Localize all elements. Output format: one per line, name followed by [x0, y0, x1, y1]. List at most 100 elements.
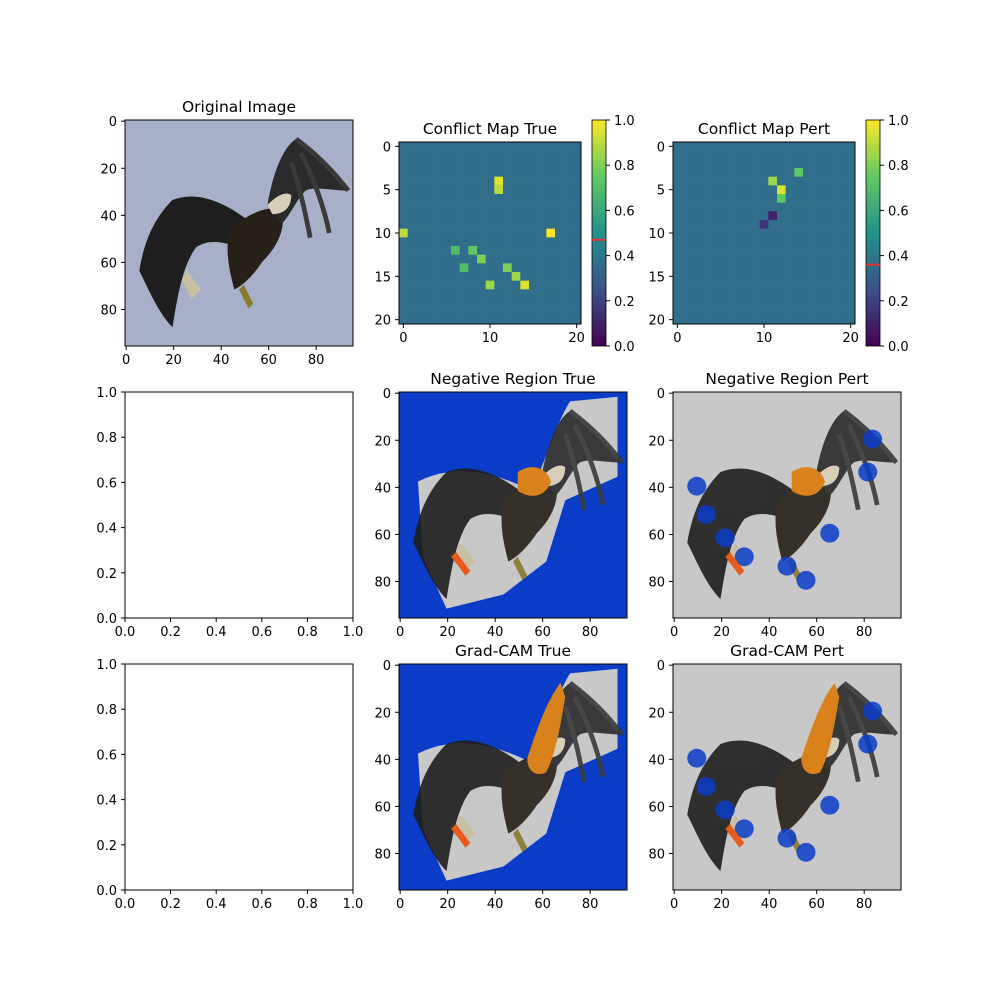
heatmap-cell	[442, 228, 452, 238]
heatmap-cell	[511, 289, 521, 299]
heatmap-cell	[777, 237, 786, 247]
heatmap-cell	[546, 168, 556, 177]
heatmap-cell	[785, 228, 795, 238]
heatmap-cell	[451, 220, 460, 229]
heatmap-cell	[416, 228, 426, 238]
x-tick-label: 20	[568, 331, 585, 346]
heatmap-cell	[468, 306, 478, 316]
heatmap-cell	[468, 194, 478, 203]
heatmap-cell	[751, 142, 760, 151]
x-tick-label: 40	[761, 625, 778, 640]
heatmap-cell	[529, 228, 538, 238]
heatmap-cell	[820, 220, 830, 229]
subplot-title: Conflict Map True	[423, 120, 557, 138]
x-tick-label: 20	[713, 625, 730, 640]
heatmap-cell	[572, 272, 582, 281]
heatmap-cell	[803, 306, 812, 316]
eagle-image	[125, 120, 353, 346]
heatmap-cell	[503, 289, 512, 299]
heatmap-cell	[546, 246, 556, 255]
heatmap-cell	[768, 168, 778, 177]
heatmap-cell	[529, 272, 538, 281]
heatmap-cell	[811, 272, 821, 281]
subplot-7	[398, 663, 628, 891]
heatmap-cell	[803, 220, 812, 229]
heatmap-cell	[725, 194, 734, 203]
heatmap-cell	[699, 246, 708, 255]
heatmap-cell	[699, 289, 708, 299]
heatmap-cell	[416, 306, 426, 316]
heatmap-cell	[829, 185, 838, 195]
heatmap-cell	[503, 280, 512, 290]
x-tick-label: 40	[487, 897, 504, 912]
heatmap-cell	[846, 298, 856, 307]
heatmap-cell	[707, 228, 717, 238]
heatmap-cell	[520, 298, 530, 307]
heatmap-cell	[546, 150, 556, 160]
heatmap-cell	[794, 150, 804, 160]
heatmap-cell	[820, 315, 830, 325]
heatmap-cell	[759, 315, 769, 325]
y-tick-label: 20	[648, 434, 665, 449]
heatmap-cell	[537, 194, 547, 203]
heatmap-cell	[673, 263, 682, 273]
heatmap-cell	[459, 220, 469, 229]
heatmap-cell	[503, 202, 512, 212]
heatmap-cell	[503, 142, 512, 151]
heatmap-cell	[529, 150, 538, 160]
heatmap-cell	[442, 185, 452, 195]
heatmap-cell	[425, 237, 434, 247]
heatmap-cell	[546, 263, 556, 273]
y-tick-label: 60	[374, 800, 391, 815]
heatmap-cell	[829, 168, 838, 177]
axes-frame	[124, 663, 354, 891]
heatmap-cell	[803, 237, 812, 247]
heatmap-cell	[846, 150, 856, 160]
heatmap-cell	[503, 159, 512, 169]
heatmap-cell	[416, 315, 426, 325]
heatmap-cell	[673, 254, 682, 264]
heatmap-cell	[716, 263, 726, 273]
heatmap-cell	[699, 254, 708, 264]
heatmap-cell	[690, 142, 700, 151]
heatmap-cell	[707, 298, 717, 307]
heatmap-cell	[699, 228, 708, 238]
heatmap-cell	[425, 272, 434, 281]
heatmap-cell	[459, 194, 469, 203]
heatmap-cell	[503, 228, 512, 238]
heatmap-cell	[811, 298, 821, 307]
heatmap-cell	[572, 263, 582, 273]
heatmap-cell	[529, 211, 538, 221]
heatmap-cell	[477, 298, 486, 307]
eagle-image	[399, 392, 627, 618]
heatmap-cell	[477, 306, 486, 316]
heatmap-cell	[416, 168, 426, 177]
heatmap-cell	[690, 211, 700, 221]
heatmap-cell	[820, 159, 830, 169]
heatmap-cell	[837, 194, 847, 203]
heatmap-cell	[546, 289, 556, 299]
heatmap-cell	[777, 159, 786, 169]
heatmap-cell	[451, 159, 460, 169]
heatmap-cell	[673, 220, 682, 229]
y-tick-label: 5	[657, 184, 665, 199]
heatmap-cell	[751, 289, 760, 299]
heatmap-cell	[785, 298, 795, 307]
heatmap-cell	[546, 280, 556, 290]
heatmap-cell	[399, 246, 408, 255]
heatmap-cell	[459, 176, 469, 186]
heatmap-cell	[537, 142, 547, 151]
heatmap-cell	[681, 246, 691, 255]
x-tick-label: 60	[534, 897, 551, 912]
heatmap-cell	[837, 159, 847, 169]
colorbar-tick-label: 0.4	[888, 250, 909, 265]
heatmap-cell	[520, 237, 530, 247]
colorbar-tick-label: 0.2	[888, 295, 909, 310]
heatmap-cell	[716, 176, 726, 186]
heatmap-cell	[768, 246, 778, 255]
x-tick-label: 1.0	[343, 897, 364, 912]
heatmap-cell	[563, 254, 573, 264]
heatmap-cell	[433, 176, 443, 186]
heatmap-cell	[399, 263, 408, 273]
heatmap-cell	[716, 142, 726, 151]
